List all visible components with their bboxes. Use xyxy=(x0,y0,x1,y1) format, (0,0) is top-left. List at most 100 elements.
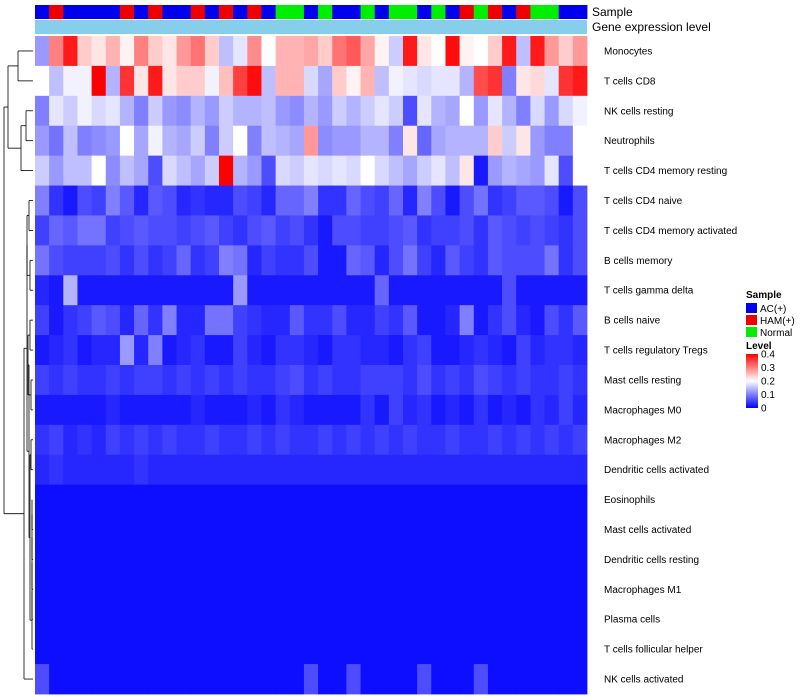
heatmap-cell xyxy=(459,544,475,575)
heatmap-cell xyxy=(487,574,503,605)
heatmap-cell xyxy=(303,514,319,545)
heatmap-cell xyxy=(247,335,262,366)
heatmap-cell xyxy=(502,155,517,186)
heatmap-cell xyxy=(303,574,319,605)
heatmap-cell xyxy=(360,95,376,127)
heatmap-cell xyxy=(318,305,333,336)
heatmap-cell xyxy=(388,634,404,665)
heatmap-cell xyxy=(318,544,333,575)
sample-annotation-cell xyxy=(275,5,291,19)
heatmap-cell xyxy=(63,155,78,186)
heatmap-cell xyxy=(134,574,149,605)
heatmap-cell xyxy=(190,65,206,97)
heatmap-cell xyxy=(289,155,305,186)
heatmap-cell xyxy=(233,574,248,605)
heatmap-cell xyxy=(91,275,107,306)
heatmap-cell xyxy=(162,424,177,456)
heatmap-cell xyxy=(261,125,277,157)
heatmap-cell xyxy=(388,245,404,276)
heatmap-cell xyxy=(516,215,531,246)
heatmap-cell xyxy=(233,424,248,456)
heatmap-cell xyxy=(119,604,135,635)
heatmap-cell xyxy=(303,215,319,246)
heatmap-cell xyxy=(318,394,333,426)
heatmap-cell xyxy=(473,245,489,276)
heatmap-cell xyxy=(516,574,531,605)
heatmap-cell xyxy=(431,424,446,456)
heatmap-cell xyxy=(176,394,192,426)
heatmap-cell xyxy=(219,634,234,665)
heatmap-cell xyxy=(289,36,305,67)
heatmap-cell xyxy=(487,36,503,67)
heatmap-cell xyxy=(346,574,361,605)
heatmap-cell xyxy=(49,484,64,515)
heatmap-cell xyxy=(261,275,277,306)
heatmap-cell xyxy=(431,305,446,336)
heatmap-cell xyxy=(431,36,446,67)
heatmap-cell xyxy=(530,275,545,306)
heatmap-cell xyxy=(190,275,206,306)
heatmap-cell xyxy=(318,365,333,396)
heatmap-cell xyxy=(502,65,517,97)
heatmap-cell xyxy=(473,574,489,605)
heatmap-cell xyxy=(530,604,545,635)
heatmap-cell xyxy=(148,185,163,216)
heatmap-cell xyxy=(403,125,418,157)
heatmap-cell xyxy=(35,664,50,695)
heatmap-cell xyxy=(148,514,163,545)
heatmap-cell xyxy=(360,394,376,426)
heatmap-cell xyxy=(77,454,93,486)
heatmap-cell xyxy=(473,215,489,246)
heatmap-cell xyxy=(417,604,432,635)
heatmap-cell xyxy=(544,185,560,216)
heatmap-cell xyxy=(63,514,78,545)
heatmap-cell xyxy=(403,215,418,246)
heatmap-cell xyxy=(63,185,78,216)
heatmap-cell xyxy=(204,544,220,575)
heatmap-cell xyxy=(119,365,135,396)
heatmap-cell xyxy=(77,125,93,157)
heatmap-cell xyxy=(289,664,305,695)
heatmap-cell xyxy=(459,574,475,605)
row-label: T cells CD4 memory activated xyxy=(604,226,737,237)
heatmap-cell xyxy=(487,394,503,426)
heatmap-cell xyxy=(516,125,531,157)
heatmap-cell xyxy=(219,365,234,396)
heatmap-cell xyxy=(417,634,432,665)
sample-annotation-cell xyxy=(417,5,432,19)
heatmap-cell xyxy=(176,544,192,575)
heatmap-cell xyxy=(473,185,489,216)
sample-annotation-cell xyxy=(346,5,361,19)
sample-annotation-cell xyxy=(558,5,574,19)
heatmap-cell xyxy=(134,36,149,67)
heatmap-cell xyxy=(558,365,574,396)
heatmap-cell xyxy=(105,664,121,695)
heatmap-cell xyxy=(374,574,390,605)
heatmap-cell xyxy=(261,634,277,665)
heatmap-cell xyxy=(303,664,319,695)
heatmap-cell xyxy=(134,394,149,426)
heatmap-cell xyxy=(530,95,545,127)
heatmap-cell xyxy=(346,544,361,575)
heatmap-cell xyxy=(318,335,333,366)
heatmap-cell xyxy=(459,365,475,396)
heatmap-cell xyxy=(332,185,347,216)
heatmap-cell xyxy=(91,454,107,486)
heatmap-cell xyxy=(91,65,107,97)
heatmap-cell xyxy=(417,155,432,186)
heatmap-cell xyxy=(572,65,588,97)
heatmap-cell xyxy=(35,305,50,336)
heatmap-cell xyxy=(134,245,149,276)
heatmap-cell xyxy=(459,634,475,665)
heatmap-cell xyxy=(91,125,107,157)
heatmap-cell xyxy=(360,185,376,216)
heatmap-cell xyxy=(233,335,248,366)
heatmap-cell xyxy=(360,574,376,605)
heatmap-cell xyxy=(105,365,121,396)
heatmap-cell xyxy=(346,125,361,157)
annotation-track-label: Gene expression level xyxy=(592,20,711,34)
heatmap-cell xyxy=(134,305,149,336)
heatmap-cell xyxy=(544,305,560,336)
heatmap-cell xyxy=(105,604,121,635)
heatmap-cell xyxy=(487,424,503,456)
